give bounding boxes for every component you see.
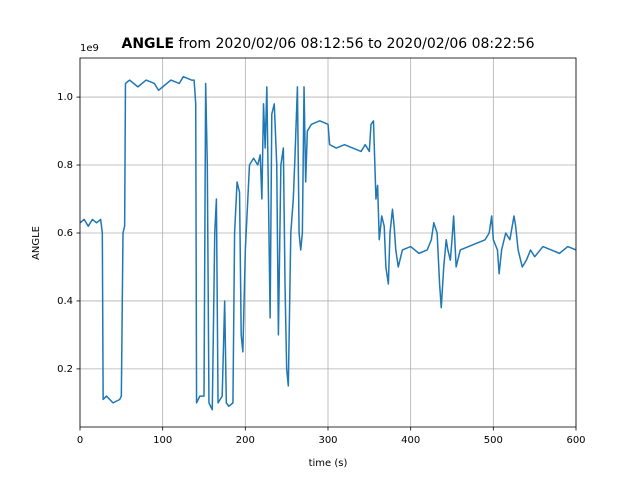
y-tick-label: 1.0 bbox=[57, 92, 73, 103]
data-line bbox=[79, 75, 577, 411]
y-tick-label: 0.4 bbox=[57, 296, 73, 307]
y-tick-label: 0.6 bbox=[57, 228, 73, 239]
x-tick-label: 100 bbox=[153, 435, 172, 446]
chart-title: ANGLE from 2020/02/06 08:12:56 to 2020/0… bbox=[121, 36, 534, 52]
x-tick-label: 400 bbox=[401, 435, 420, 446]
axes-frame bbox=[79, 57, 577, 428]
x-axis-label: time (s) bbox=[309, 458, 348, 469]
title-rest: from 2020/02/06 08:12:56 to 2020/02/06 0… bbox=[178, 36, 534, 52]
x-tick-label: 0 bbox=[77, 435, 83, 446]
x-tick-label: 600 bbox=[566, 435, 585, 446]
x-tick-label: 300 bbox=[318, 435, 337, 446]
title-bold: ANGLE bbox=[121, 36, 174, 52]
y-tick-label: 0.2 bbox=[57, 364, 73, 375]
x-tick-label: 500 bbox=[484, 435, 503, 446]
y-offset: 1e9 bbox=[80, 43, 99, 54]
y-axis-label: ANGLE bbox=[31, 226, 42, 260]
x-tick-label: 200 bbox=[236, 435, 255, 446]
y-tick-label: 0.8 bbox=[57, 160, 73, 171]
